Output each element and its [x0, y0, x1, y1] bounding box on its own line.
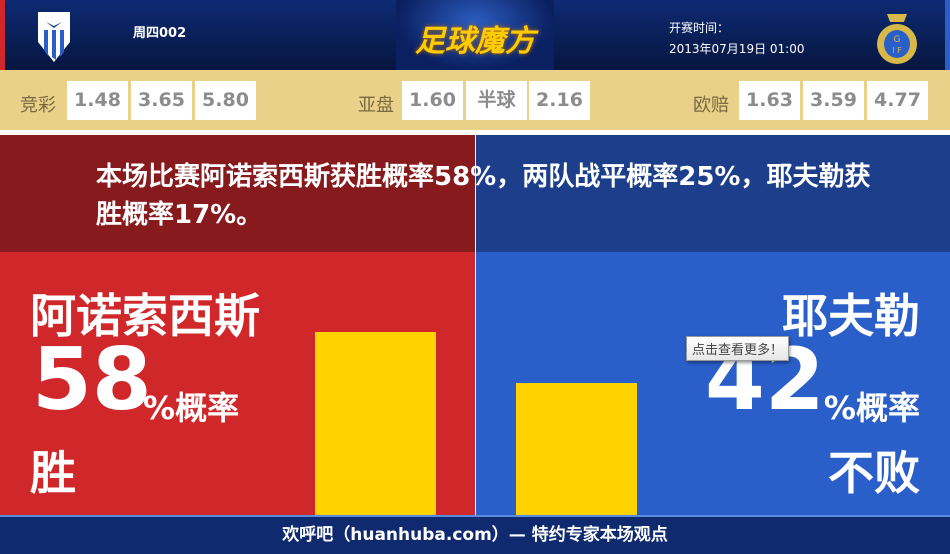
logo: 足球魔方 [396, 0, 554, 70]
tooltip: 点击查看更多！ [686, 336, 790, 361]
yapan-odds[interactable]: 半球 [466, 81, 527, 120]
summary-panel-left [0, 135, 475, 252]
home-percent: 58 [32, 330, 152, 430]
kickoff-time: 2013年07月19日 01:00 [669, 42, 805, 56]
away-outcome: 不败 [828, 446, 920, 500]
jingcai-odds[interactable]: 1.48 [67, 81, 128, 120]
kickoff-label: 开赛时间： [669, 21, 730, 35]
footer[interactable]: 欢呼吧（huanhuba.com）— 特约专家本场观点 [0, 515, 950, 554]
away-percent-unit: %概率 [823, 389, 920, 427]
away-team-name: 耶夫勒 [782, 289, 920, 343]
prediction-summary: 本场比赛阿诺索西斯获胜概率58%，两队战平概率25%，耶夫勒获胜概率17%。 [96, 162, 871, 230]
home-team-name: 阿诺索西斯 [30, 289, 260, 343]
svg-text:G: G [894, 35, 901, 45]
summary-panel-right [476, 135, 950, 252]
oupei-odds[interactable]: 3.59 [803, 81, 864, 120]
divider [0, 130, 950, 135]
jingcai-label: 竞彩 [20, 95, 56, 116]
yapan-odds[interactable]: 1.60 [402, 81, 463, 120]
away-probability-bar [516, 382, 637, 515]
match-number: 周四002 [133, 26, 187, 41]
jingcai-odds[interactable]: 5.80 [195, 81, 256, 120]
svg-text:I F: I F [892, 46, 902, 55]
yapan-odds[interactable]: 2.16 [529, 81, 590, 120]
oupei-odds[interactable]: 4.77 [867, 81, 928, 120]
oupei-odds[interactable]: 1.63 [739, 81, 800, 120]
yapan-label: 亚盘 [358, 95, 394, 116]
away-team-crest-icon: GI F [877, 14, 917, 64]
oupei-label: 欧赔 [693, 95, 729, 116]
home-outcome: 胜 [30, 446, 76, 500]
home-percent-unit: %概率 [143, 389, 240, 427]
home-team-crest-icon [38, 12, 70, 62]
jingcai-odds[interactable]: 3.65 [131, 81, 192, 120]
home-probability-bar [315, 332, 436, 515]
